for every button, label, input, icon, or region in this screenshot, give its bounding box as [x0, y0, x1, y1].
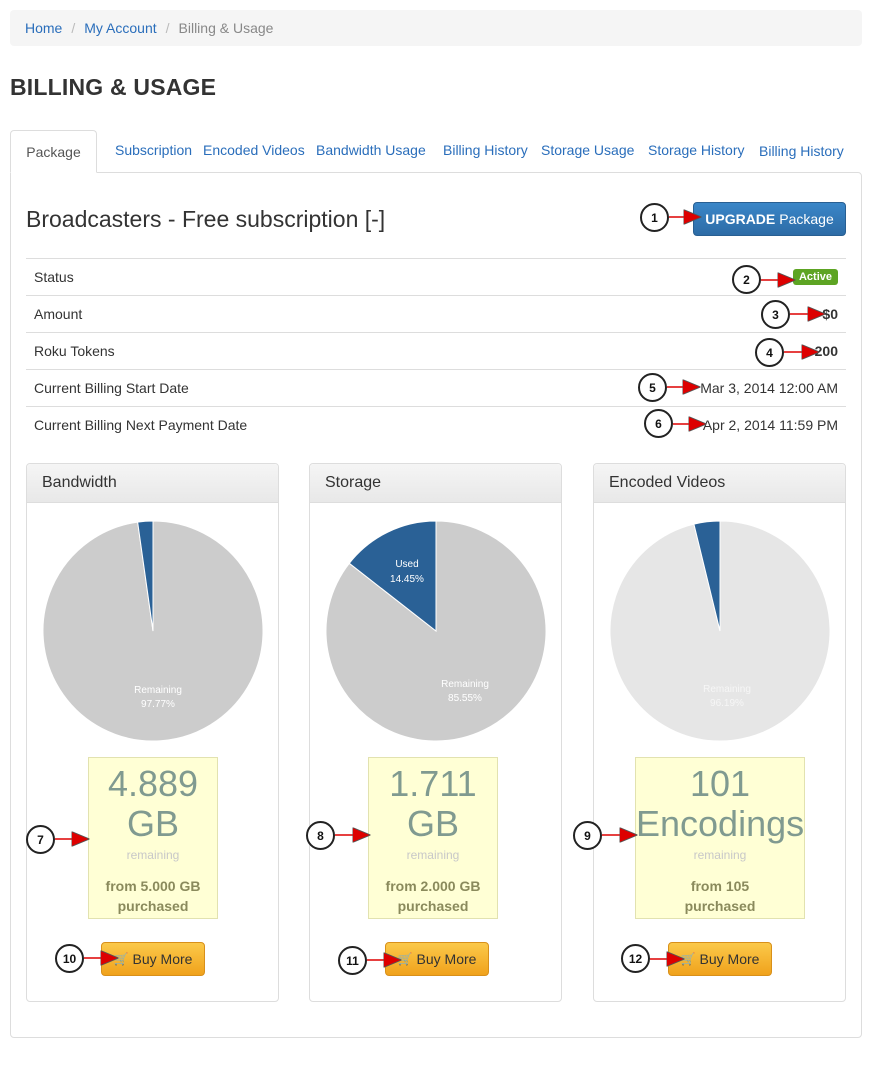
- info-label: Amount: [34, 306, 83, 322]
- pie-used-label: Used: [395, 559, 418, 570]
- remaining-caption: remaining: [693, 848, 747, 862]
- remaining-unit: GB: [126, 803, 179, 844]
- purchased-from: from 5.000 GB: [105, 878, 201, 894]
- buy-more-label: Buy More: [132, 951, 193, 967]
- package-title: Broadcasters - Free subscription [-]: [26, 206, 386, 232]
- next-payment-value: Apr 2, 2014 11:59 PM: [702, 417, 838, 433]
- info-label: Roku Tokens: [34, 343, 115, 359]
- tab-package[interactable]: Package: [10, 130, 97, 173]
- breadcrumb-separator: /: [71, 20, 76, 36]
- amount-value: $0: [822, 306, 838, 322]
- buy-more-label: Buy More: [416, 951, 477, 967]
- remaining-caption: remaining: [406, 848, 460, 862]
- pie-remaining-label: Remaining: [134, 685, 182, 696]
- breadcrumb-separator: /: [165, 20, 170, 36]
- info-label: Status: [34, 269, 74, 285]
- tab-bar: Package Subscription Encoded Videos Band…: [10, 130, 862, 173]
- storage-remaining-box: 1.711 GB remaining from 2.000 GB purchas…: [368, 757, 498, 919]
- remaining-amount: 1.711: [389, 763, 477, 804]
- pie-used-slice: [693, 520, 721, 632]
- callout-marker: 11: [338, 946, 367, 975]
- callout-marker: 1: [640, 203, 669, 232]
- remaining-unit: Encodings: [636, 803, 805, 844]
- info-label: Current Billing Next Payment Date: [34, 417, 248, 433]
- info-row-amount: Amount $0: [26, 295, 846, 332]
- billing-start-value: Mar 3, 2014 12:00 AM: [700, 380, 838, 396]
- breadcrumb-home-link[interactable]: Home: [25, 20, 63, 36]
- tab-billing-history-2[interactable]: Billing History: [759, 143, 844, 159]
- callout-marker: 3: [761, 300, 790, 329]
- pie-remaining-pct: 85.55%: [448, 693, 482, 704]
- upgrade-package-button[interactable]: UPGRADE Package: [693, 202, 846, 236]
- purchased-from: from 105: [690, 878, 750, 894]
- pie-remaining-label: Remaining: [703, 684, 751, 695]
- pie-used-pct: 14.45%: [390, 574, 424, 585]
- info-label: Current Billing Start Date: [34, 380, 189, 396]
- breadcrumb: Home / My Account / Billing & Usage: [10, 10, 862, 46]
- tab-storage-usage[interactable]: Storage Usage: [541, 142, 635, 158]
- bandwidth-card: Bandwidth Remaining 97.77% 4.889 GB rema…: [26, 463, 279, 1002]
- pie-remaining-pct: 96.19%: [710, 698, 744, 709]
- info-row-billing-start: Current Billing Start Date Mar 3, 2014 1…: [26, 369, 846, 406]
- callout-marker: 9: [573, 821, 602, 850]
- storage-pie-chart: Used 14.45% Remaining 85.55%: [325, 520, 547, 742]
- encoded-videos-pie-chart: Remaining 96.19%: [609, 520, 831, 742]
- status-badge: Active: [792, 269, 838, 285]
- tab-storage-history[interactable]: Storage History: [648, 142, 745, 158]
- card-title: Bandwidth: [27, 464, 278, 503]
- card-title: Encoded Videos: [594, 464, 845, 503]
- roku-tokens-value: 200: [814, 343, 838, 359]
- breadcrumb-current: Billing & Usage: [178, 20, 274, 36]
- upgrade-button-bold-label: UPGRADE: [705, 211, 776, 227]
- callout-marker: 7: [26, 825, 55, 854]
- upgrade-button-label: Package: [779, 211, 834, 227]
- callout-marker: 12: [621, 944, 650, 973]
- pie-remaining-pct: 97.77%: [141, 699, 175, 710]
- encoded-videos-remaining-box: 101 Encodings remaining from 105 purchas…: [635, 757, 805, 919]
- page-title: BILLING & USAGE: [10, 74, 217, 100]
- purchased-from: from 2.000 GB: [385, 878, 481, 894]
- tab-encoded-videos[interactable]: Encoded Videos: [203, 142, 305, 158]
- info-row-next-payment: Current Billing Next Payment Date Apr 2,…: [26, 406, 846, 443]
- card-title: Storage: [310, 464, 561, 503]
- encoded-videos-card: Encoded Videos Remaining 96.19% 101 Enco…: [593, 463, 846, 1002]
- package-info-table: Status Active Amount $0 Roku Tokens 200 …: [26, 258, 846, 443]
- callout-marker: 6: [644, 409, 673, 438]
- tab-subscription[interactable]: Subscription: [115, 142, 193, 158]
- tab-bandwidth-usage[interactable]: Bandwidth Usage: [316, 142, 426, 158]
- pie-remaining-label: Remaining: [441, 679, 489, 690]
- pie-used-slice: [348, 520, 437, 633]
- callout-marker: 8: [306, 821, 335, 850]
- purchased-label: purchased: [397, 898, 469, 914]
- remaining-unit: GB: [406, 803, 459, 844]
- callout-marker: 10: [55, 944, 84, 973]
- callout-marker: 4: [755, 338, 784, 367]
- remaining-caption: remaining: [126, 848, 180, 862]
- pie-used-slice: [137, 520, 154, 632]
- callout-marker: 5: [638, 373, 667, 402]
- info-row-roku-tokens: Roku Tokens 200: [26, 332, 846, 369]
- remaining-amount: 4.889: [107, 763, 199, 804]
- encoded-videos-buy-more-button[interactable]: 🛒 Buy More: [668, 942, 772, 976]
- purchased-label: purchased: [684, 898, 756, 914]
- remaining-amount: 101: [689, 763, 751, 804]
- info-row-status: Status Active: [26, 258, 846, 295]
- callout-marker: 2: [732, 265, 761, 294]
- tab-billing-history[interactable]: Billing History: [443, 142, 528, 158]
- bandwidth-pie-chart: Remaining 97.77%: [42, 520, 264, 742]
- purchased-label: purchased: [117, 898, 189, 914]
- buy-more-label: Buy More: [699, 951, 760, 967]
- breadcrumb-account-link[interactable]: My Account: [84, 20, 157, 36]
